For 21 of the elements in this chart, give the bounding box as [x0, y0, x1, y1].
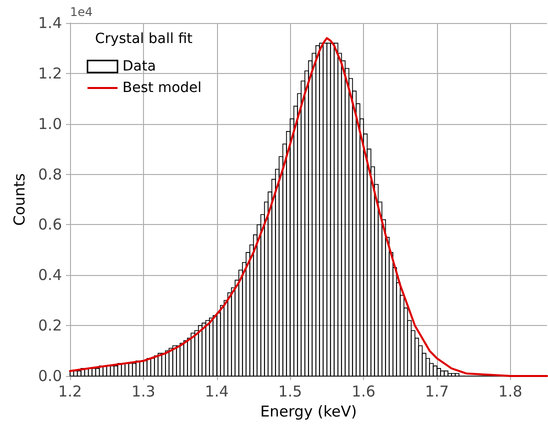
x-tick-label: 1.4	[204, 382, 229, 400]
x-tick-label: 1.2	[58, 382, 82, 400]
y-tick-label: 0.6	[38, 216, 62, 234]
legend-title: Crystal ball fit	[95, 31, 194, 47]
x-tick-label: 1.7	[424, 382, 449, 400]
y-tick-label: 0.4	[38, 266, 62, 284]
y-tick-label: 1.0	[38, 114, 62, 133]
y-tick-label: 1.2	[38, 64, 62, 82]
legend-label: Best model	[122, 80, 202, 96]
legend-label: Data	[122, 58, 156, 74]
y-axis-title: Counts	[10, 173, 29, 226]
y-tick-label: 0.0	[38, 367, 62, 385]
x-tick-label: 1.5	[278, 382, 302, 400]
x-axis-title: Energy (keV)	[260, 402, 357, 420]
x-tick-label: 1.6	[352, 382, 376, 400]
text: 1e4	[70, 5, 93, 19]
y-tick-label: 0.2	[38, 316, 62, 335]
x-tick-label: 1.8	[498, 382, 522, 400]
x-tick-label: 1.3	[131, 382, 156, 400]
y-tick-label: 0.8	[38, 165, 62, 184]
y-tick-label: 1.4	[38, 14, 62, 32]
